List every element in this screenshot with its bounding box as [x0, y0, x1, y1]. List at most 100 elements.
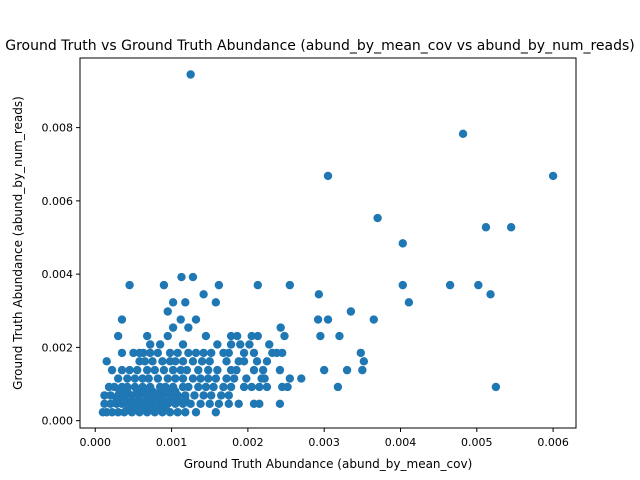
data-point [153, 405, 163, 414]
data-point [224, 399, 233, 409]
data-point [222, 374, 231, 383]
data-point [155, 340, 165, 349]
data-point [146, 348, 155, 358]
data-point [275, 399, 285, 409]
data-point [184, 323, 193, 332]
data-point [150, 365, 159, 375]
data-point [369, 315, 378, 324]
data-point [181, 408, 190, 417]
x-tick-label: 0.004 [385, 436, 417, 449]
data-point [142, 331, 152, 341]
x-tick-label: 0.005 [461, 436, 493, 449]
data-point [342, 365, 352, 375]
y-tick-label: 0.006 [42, 195, 74, 208]
data-point [201, 331, 211, 341]
data-point [125, 365, 134, 375]
data-point [163, 387, 172, 396]
data-point [194, 365, 203, 375]
data-point [146, 340, 155, 349]
data-point [262, 382, 272, 392]
data-point [188, 272, 198, 282]
data-point [201, 382, 211, 392]
data-point [213, 340, 222, 349]
data-point [285, 374, 295, 383]
data-point [159, 365, 169, 375]
data-point [106, 399, 115, 409]
data-point [142, 365, 152, 375]
data-point [358, 365, 367, 375]
data-point [335, 331, 344, 341]
data-point [178, 340, 188, 349]
data-point [117, 365, 127, 375]
data-point [285, 280, 295, 290]
data-point [163, 374, 172, 383]
data-point [107, 365, 117, 375]
data-point [171, 374, 180, 383]
data-point [173, 395, 182, 404]
data-point [196, 374, 205, 383]
data-point [190, 391, 199, 400]
data-point [333, 382, 343, 392]
data-point [346, 307, 356, 316]
data-point [177, 272, 186, 282]
data-point [253, 280, 262, 290]
data-point [255, 382, 264, 392]
data-point [356, 348, 366, 358]
data-point [130, 374, 140, 383]
data-point [199, 391, 208, 400]
data-point [165, 395, 175, 404]
data-point [161, 403, 170, 413]
data-point [199, 290, 208, 299]
data-point [112, 395, 121, 404]
x-tick-label: 0.002 [232, 436, 264, 449]
data-point [359, 357, 369, 366]
data-point [182, 365, 192, 375]
y-tick-label: 0.004 [42, 268, 74, 281]
y-axis-ticks: 0.000 0.002 0.004 0.006 0.008 [42, 122, 80, 428]
data-point [213, 365, 222, 375]
data-point [486, 290, 495, 299]
x-tick-label: 0.000 [80, 436, 112, 449]
data-point [158, 357, 167, 366]
chart-title: Ground Truth vs Ground Truth Abundance (… [5, 38, 635, 54]
data-point [107, 408, 117, 417]
data-point [186, 70, 195, 79]
data-point [242, 374, 251, 383]
data-point [184, 382, 193, 392]
data-point [148, 387, 157, 396]
data-point [236, 340, 245, 349]
data-point [211, 298, 221, 307]
data-point [260, 374, 269, 383]
data-point [178, 357, 188, 366]
data-point [113, 408, 123, 417]
data-point [205, 357, 214, 366]
data-point [239, 348, 249, 358]
data-point [140, 357, 150, 366]
data-point [229, 374, 239, 383]
data-point [224, 391, 233, 400]
data-point [142, 395, 152, 404]
data-point [173, 348, 182, 358]
points-layer [98, 70, 558, 417]
data-point [176, 365, 185, 375]
data-point [153, 374, 163, 383]
data-point [458, 129, 468, 139]
plot-frame [79, 57, 577, 429]
data-point [207, 348, 216, 358]
data-point [373, 213, 382, 223]
x-tick-label: 0.003 [308, 436, 340, 449]
data-point [283, 382, 292, 392]
data-point [117, 315, 127, 324]
data-point [130, 403, 140, 413]
data-point [222, 357, 231, 366]
data-point [191, 348, 201, 358]
data-point [275, 365, 285, 375]
data-point [196, 399, 205, 409]
data-point [226, 340, 236, 349]
data-point [239, 357, 249, 366]
data-point [506, 223, 516, 232]
data-point [138, 374, 147, 383]
data-point [219, 382, 228, 392]
data-point [113, 331, 123, 341]
data-point [102, 357, 111, 366]
